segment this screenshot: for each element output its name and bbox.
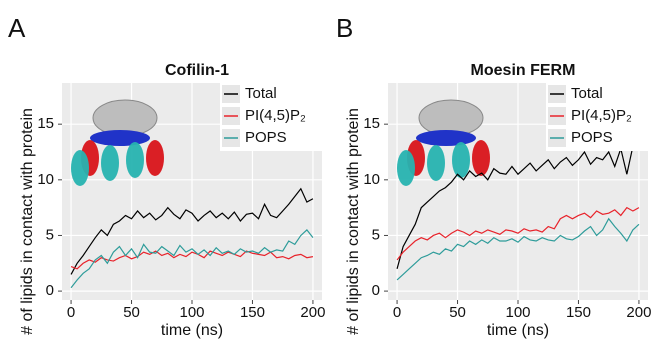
x-tick-label: 200 [626, 304, 651, 321]
x-tick-label: 50 [449, 304, 466, 321]
y-tick-label: 0 [372, 282, 380, 299]
figure: ACofilin-1051015050100150200time (ns)# o… [0, 0, 661, 356]
legend-label: POPS [571, 129, 613, 146]
y-tick-label: 15 [363, 115, 380, 132]
y-tick-label: 5 [46, 226, 54, 243]
y-tick-label: 10 [37, 171, 54, 188]
x-tick-label: 50 [123, 304, 140, 321]
panel-label: A [8, 13, 26, 43]
legend-label: Total [571, 85, 603, 102]
legend-label: POPS [245, 129, 287, 146]
panel-label: B [336, 13, 353, 43]
protein-image [71, 150, 89, 186]
y-axis-label: # of lipids in contact with protein [19, 108, 36, 335]
legend-label: Total [245, 85, 277, 102]
y-axis-label: # of lipids in contact with protein [345, 108, 362, 335]
y-tick-label: 10 [363, 171, 380, 188]
x-tick-label: 200 [300, 304, 325, 321]
protein-image [452, 142, 470, 178]
protein-image [416, 130, 476, 146]
chart-title: Cofilin-1 [165, 62, 229, 79]
x-axis-label: time (ns) [161, 322, 223, 339]
x-tick-label: 150 [240, 304, 265, 321]
y-tick-label: 5 [372, 226, 380, 243]
x-tick-label: 150 [566, 304, 591, 321]
x-tick-label: 100 [179, 304, 204, 321]
protein-image [427, 145, 445, 181]
x-tick-label: 100 [505, 304, 530, 321]
protein-image [90, 130, 150, 146]
x-tick-label: 0 [67, 304, 75, 321]
protein-image [472, 140, 490, 176]
protein-image [146, 140, 164, 176]
x-tick-label: 0 [393, 304, 401, 321]
protein-image [126, 142, 144, 178]
chart-title: Moesin FERM [471, 62, 576, 79]
x-axis-label: time (ns) [487, 322, 549, 339]
legend-label: PI(4,5)P₂ [245, 107, 306, 124]
y-tick-label: 0 [46, 282, 54, 299]
protein-image [397, 150, 415, 186]
y-tick-label: 15 [37, 115, 54, 132]
legend-label: PI(4,5)P₂ [571, 107, 632, 124]
protein-image [101, 145, 119, 181]
